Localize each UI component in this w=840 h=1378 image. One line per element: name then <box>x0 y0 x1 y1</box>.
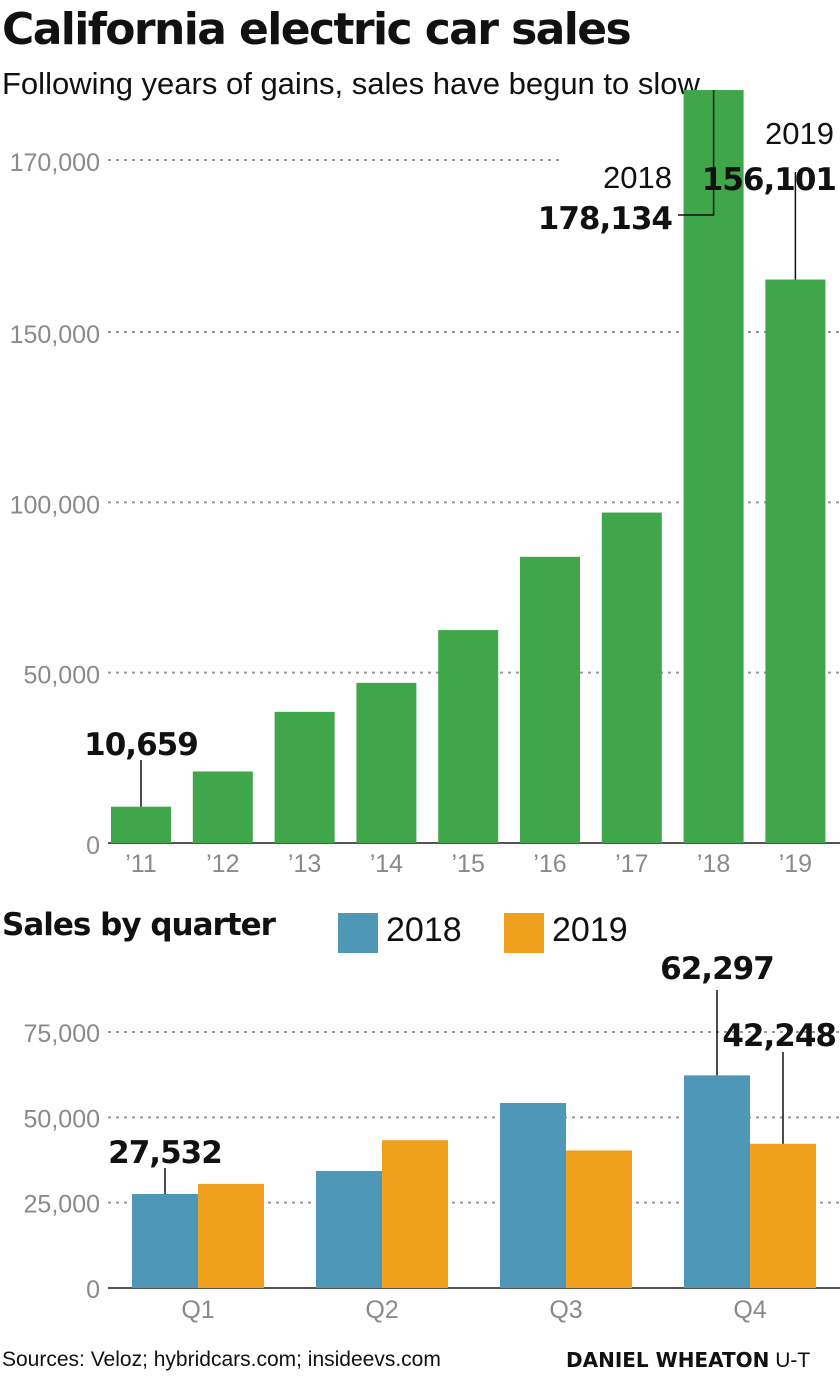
q-x-tick-label-Q3: Q3 <box>549 1296 582 1324</box>
q-x-tick-label-Q4: Q4 <box>733 1296 766 1324</box>
bar-19 <box>765 279 826 844</box>
bar-Q4-2018 <box>684 1075 750 1288</box>
footer: Sources: Veloz; hybridcars.com; insideev… <box>2 1348 810 1372</box>
data-label-2011: 10,659 <box>84 727 198 763</box>
credit-name: DANIEL WHEATON <box>566 1348 770 1372</box>
bar-Q2-2019 <box>382 1140 448 1288</box>
bar-11 <box>111 806 171 843</box>
legend-label-2018: 2018 <box>386 911 462 949</box>
data-label-2019: 156,101 <box>702 162 836 198</box>
bar-Q1-2018 <box>132 1194 198 1288</box>
q-y-tick-label-0: 0 <box>86 1276 100 1304</box>
y-tick-label-150000: 150,000 <box>10 321 100 349</box>
data-label-2018: 178,134 <box>538 201 673 237</box>
x-tick-label-17: ’17 <box>615 850 648 878</box>
leader-line-2018 <box>678 90 715 216</box>
bar-16 <box>520 556 580 843</box>
legend-label-2019: 2019 <box>552 911 628 949</box>
bar-Q2-2018 <box>316 1170 382 1288</box>
chart-subtitle: Following years of gains, sales have beg… <box>2 66 707 101</box>
bar-12 <box>192 771 253 843</box>
quarter-chart-title: Sales by quarter <box>2 907 276 943</box>
year-label-2018: 2018 <box>603 160 672 195</box>
credit-org: U-T <box>775 1349 811 1372</box>
x-tick-label-12: ’12 <box>206 850 239 878</box>
q-x-tick-label-Q1: Q1 <box>181 1296 214 1324</box>
q-y-tick-label-50000: 50,000 <box>24 1105 100 1133</box>
q-y-tick-label-75000: 75,000 <box>24 1020 100 1048</box>
x-tick-label-14: ’14 <box>370 850 403 878</box>
x-tick-label-11: ’11 <box>125 850 157 878</box>
bar-15 <box>438 630 499 843</box>
x-tick-label-19: ’19 <box>779 850 812 878</box>
bar-13 <box>274 711 335 843</box>
bar-Q1-2019 <box>198 1183 264 1288</box>
x-tick-label-18: ’18 <box>697 850 730 878</box>
y-tick-label-170000: 170,000 <box>10 149 100 177</box>
x-tick-label-16: ’16 <box>533 850 566 878</box>
bar-Q4-2019 <box>750 1143 816 1288</box>
q-data-label-Q4-2018: 62,297 <box>660 951 774 987</box>
bar-Q3-2019 <box>566 1150 632 1288</box>
legend-swatch-2019 <box>504 913 544 953</box>
bar-Q3-2018 <box>500 1102 566 1288</box>
q-data-label-Q4-2019: 42,248 <box>722 1018 836 1054</box>
q-data-label-Q1-2018: 27,532 <box>108 1135 222 1171</box>
q-x-tick-label-Q2: Q2 <box>365 1296 398 1324</box>
q-y-tick-label-25000: 25,000 <box>24 1191 100 1219</box>
chart-title: California electric car sales <box>2 4 632 55</box>
bar-14 <box>356 682 417 843</box>
x-tick-label-13: ’13 <box>288 850 321 878</box>
footer-credit: DANIEL WHEATON U-T <box>566 1348 810 1373</box>
footer-sources: Sources: Veloz; hybridcars.com; insideev… <box>2 1348 441 1371</box>
annual-sales-chart: 0 50,000 100,000 150,000 170,000 ’11 ’12 ’13 ’14… <box>10 90 840 878</box>
y-tick-label-0: 0 <box>86 832 100 860</box>
x-tick-label-15: ’15 <box>452 850 485 878</box>
legend-swatch-2018 <box>338 913 378 953</box>
y-tick-label-50000: 50,000 <box>24 662 100 690</box>
year-label-2019: 2019 <box>765 116 834 151</box>
y-tick-label-100000: 100,000 <box>10 491 100 519</box>
bar-17 <box>601 512 662 843</box>
